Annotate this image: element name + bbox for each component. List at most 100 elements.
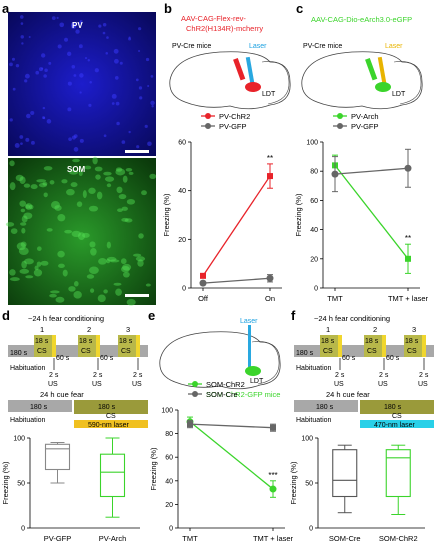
brain-outline-b <box>169 51 291 110</box>
cell-dot <box>73 291 82 299</box>
cell-dot <box>106 259 111 264</box>
cell-dot <box>20 241 27 248</box>
cell-dot <box>82 232 90 238</box>
y-tick-label: 60 <box>310 198 318 205</box>
series-line <box>334 164 409 260</box>
mouse-label-b: PV-Cre mice <box>172 43 211 50</box>
cell-dot <box>139 96 143 100</box>
cell-dot <box>14 143 20 148</box>
habituation-label: Habituation <box>10 417 46 424</box>
data-point <box>270 424 276 431</box>
legend-marker <box>337 113 343 119</box>
y-tick-label: 20 <box>178 237 186 244</box>
cell-dot <box>67 81 72 86</box>
y-tick-label: 20 <box>165 502 173 509</box>
laser-fiber-c <box>377 56 387 86</box>
x-tick-label: Off <box>198 294 209 303</box>
cell-dot <box>76 201 83 207</box>
cell-dot <box>20 35 24 39</box>
cell-dot <box>78 44 83 49</box>
cell-dot <box>144 124 148 128</box>
cell-dot <box>121 217 129 222</box>
cell-dot <box>114 76 119 80</box>
cell-dot <box>21 215 28 223</box>
ldt-region-c <box>375 82 391 92</box>
habituation-duration: 180 s <box>296 350 314 357</box>
x-tick-label: SOM-ChR2 <box>379 534 418 543</box>
data-point <box>267 173 273 180</box>
y-tick-label: 100 <box>13 436 25 443</box>
protocol-title: ~24 h fear conditioning <box>314 314 390 323</box>
cell-dot <box>137 259 144 267</box>
x-tick-label: TMT <box>182 534 198 543</box>
habituation-label: Habituation <box>10 365 46 372</box>
cell-dot <box>102 31 106 35</box>
cell-dot <box>23 183 31 188</box>
cell-dot <box>15 63 20 68</box>
cell-dot <box>122 263 132 271</box>
cell-dot <box>66 188 75 196</box>
cell-dot <box>104 176 115 182</box>
cell-dot <box>68 169 79 175</box>
y-tick-label: 0 <box>314 286 318 293</box>
cell-dot <box>54 205 62 211</box>
trial-number: 2 <box>373 325 377 334</box>
cell-dot <box>116 186 123 194</box>
cell-dot <box>105 52 109 55</box>
y-tick-label: 40 <box>165 478 173 485</box>
habituation-duration: 180 s <box>316 404 334 411</box>
cell-dot <box>12 87 16 91</box>
cell-dot <box>50 201 60 209</box>
cell-dot <box>102 22 107 27</box>
som-micrograph <box>8 158 156 305</box>
cs-duration: 18 s <box>79 338 93 345</box>
series-line <box>189 423 274 429</box>
cell-dot <box>9 269 16 276</box>
cell-dot <box>34 265 39 271</box>
mouse-label-e: SOM-ChR2-GFP mice <box>206 390 280 399</box>
cell-dot <box>25 203 33 210</box>
chart-d: 0 50 100 Freezing (%) PV-GFP PV-Arch <box>1 436 140 543</box>
x-tick-label: TMT <box>327 294 343 303</box>
cell-dot <box>88 103 92 107</box>
panel-letter-b: b <box>164 1 172 16</box>
cell-dot <box>120 258 127 265</box>
cell-dot <box>38 182 47 188</box>
cell-dot <box>79 138 84 143</box>
cell-dot <box>30 110 35 116</box>
cell-dot <box>79 91 82 94</box>
data-point <box>269 485 277 493</box>
cell-dot <box>15 174 24 182</box>
cell-dot <box>106 183 112 188</box>
legend-label: SOM-ChR2 <box>206 380 245 389</box>
scale-bar-bottom <box>125 294 149 297</box>
cell-dot <box>5 222 15 227</box>
cell-dot <box>103 134 107 138</box>
iti-duration: 60 s <box>342 355 356 362</box>
cell-dot <box>25 137 30 142</box>
ldt-label-c: LDT <box>392 91 406 98</box>
cell-dot <box>84 57 88 60</box>
cs-duration: 180 s <box>98 404 116 411</box>
cell-dot <box>42 116 45 120</box>
cell-dot <box>73 74 77 77</box>
som-label: SOM <box>67 165 86 174</box>
cell-dot <box>135 256 146 262</box>
cell-dot <box>68 137 72 142</box>
cell-dot <box>90 247 97 256</box>
laser-label-c: Laser <box>385 43 403 50</box>
data-point <box>405 255 411 262</box>
cell-dot <box>26 113 31 119</box>
y-tick-label: 100 <box>161 408 173 415</box>
cell-dot <box>150 75 154 78</box>
cell-dot <box>78 170 83 177</box>
cell-dot <box>138 233 144 239</box>
y-tick-label: 80 <box>310 169 318 176</box>
cs-duration: 18 s <box>321 338 335 345</box>
panel-letter-e: e <box>148 308 155 323</box>
y-tick-label: 0 <box>169 526 173 533</box>
cell-dot <box>70 182 78 188</box>
y-axis-label: Freezing (%) <box>294 193 303 236</box>
cell-dot <box>11 57 16 61</box>
cell-dot <box>115 101 120 106</box>
